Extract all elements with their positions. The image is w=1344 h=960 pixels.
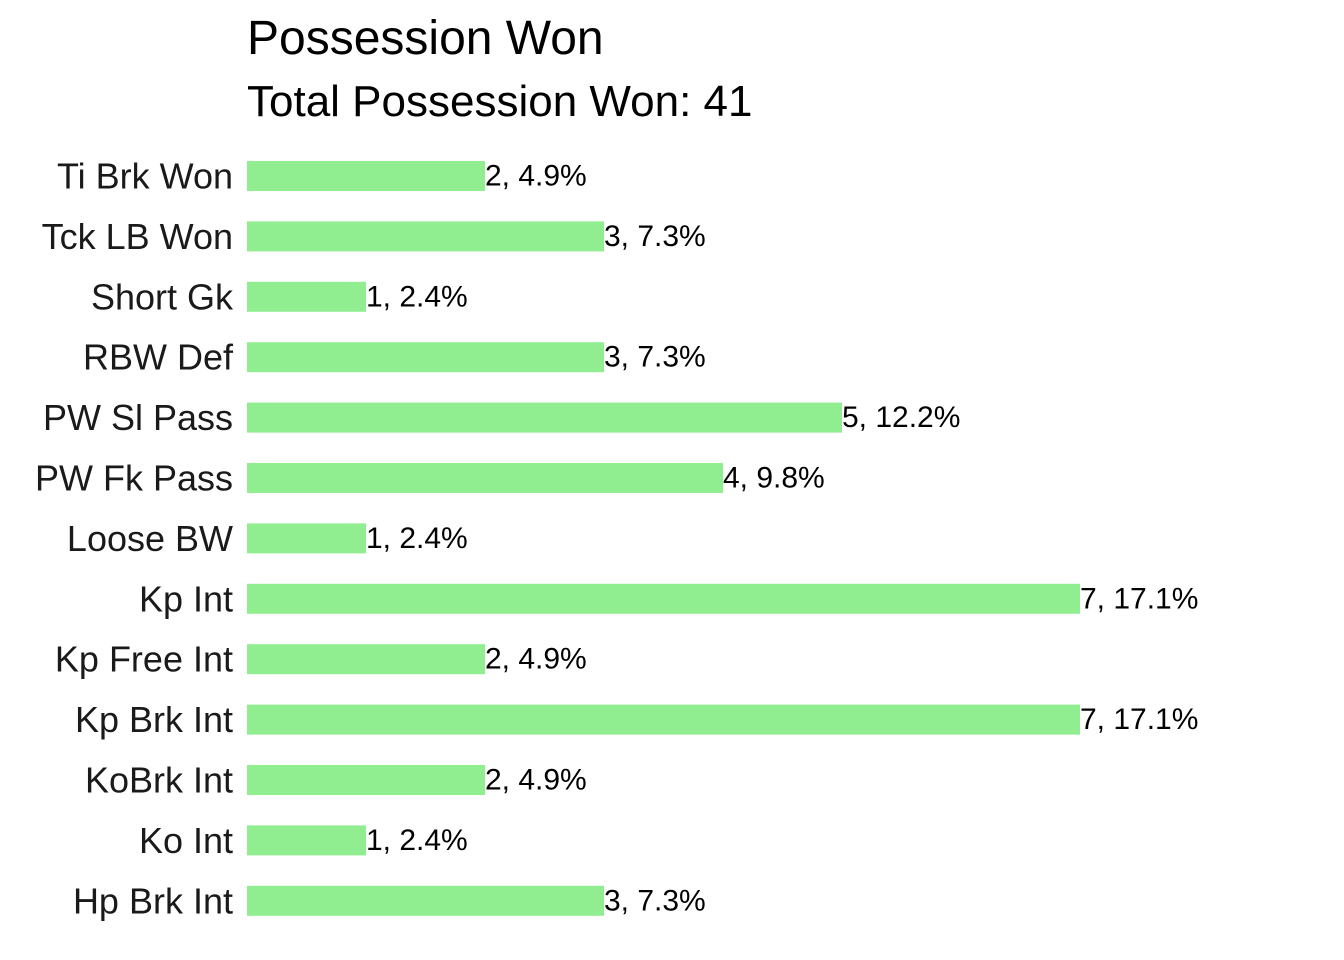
bar (247, 221, 604, 252)
bar-row: KoBrk Int 2, 4.9% (85, 760, 587, 801)
data-label: 2, 4.9% (485, 643, 587, 676)
data-label: 1, 2.4% (366, 522, 468, 555)
data-label: 4, 9.8% (723, 462, 825, 495)
category-label: Hp Brk Int (73, 880, 233, 921)
bar-row: Ti Brk Won 2, 4.9% (57, 156, 587, 197)
category-label: RBW Def (83, 337, 234, 378)
chart-title: Possession Won (247, 12, 604, 65)
category-label: Tck LB Won (42, 216, 233, 257)
bar (247, 161, 485, 191)
data-label: 1, 2.4% (366, 280, 468, 313)
data-label: 7, 17.1% (1080, 703, 1198, 736)
bar (247, 704, 1080, 735)
bar-row: Kp Free Int 2, 4.9% (55, 639, 587, 680)
category-label: PW Sl Pass (43, 397, 233, 438)
bar-row: PW Sl Pass 5, 12.2% (43, 397, 960, 438)
bar-row: PW Fk Pass 4, 9.8% (35, 458, 825, 499)
bar (247, 463, 723, 493)
data-label: 7, 17.1% (1080, 582, 1198, 615)
bar (247, 402, 842, 433)
bar-row: Short Gk 1, 2.4% (91, 276, 468, 317)
bar (247, 523, 366, 554)
bar-row: Hp Brk Int 3, 7.3% (73, 880, 706, 921)
category-label: KoBrk Int (85, 760, 233, 801)
bars-layer: Ti Brk Won 2, 4.9% Tck LB Won 3, 7.3% Short … (35, 156, 1198, 922)
bar-row: Kp Int 7, 17.1% (139, 578, 1198, 619)
data-label: 3, 7.3% (604, 341, 706, 374)
category-label: Kp Free Int (55, 639, 233, 680)
bar (247, 583, 1080, 614)
bar (247, 644, 485, 675)
bar (247, 342, 604, 373)
category-label: Kp Brk Int (75, 699, 233, 740)
bar-row: Kp Brk Int 7, 17.1% (75, 699, 1198, 740)
bar-row: Tck LB Won 3, 7.3% (42, 216, 706, 257)
bar (247, 885, 604, 916)
bar (247, 281, 366, 312)
category-label: Loose BW (67, 518, 233, 559)
data-label: 2, 4.9% (485, 160, 587, 193)
bar-row: Loose BW 1, 2.4% (67, 518, 468, 559)
category-label: Kp Int (139, 578, 233, 619)
category-label: PW Fk Pass (35, 458, 233, 499)
data-label: 2, 4.9% (485, 764, 587, 797)
category-label: Ti Brk Won (57, 156, 233, 197)
data-label: 3, 7.3% (604, 220, 706, 253)
data-label: 1, 2.4% (366, 824, 468, 857)
bar-row: RBW Def 3, 7.3% (83, 337, 706, 378)
data-label: 3, 7.3% (604, 884, 706, 917)
bar-row: Ko Int 1, 2.4% (139, 820, 468, 861)
chart-subtitle: Total Possession Won: 41 (247, 77, 752, 126)
category-label: Short Gk (91, 276, 234, 317)
category-label: Ko Int (139, 820, 233, 861)
bar (247, 765, 485, 795)
data-label: 5, 12.2% (842, 401, 960, 434)
bar (247, 825, 366, 856)
